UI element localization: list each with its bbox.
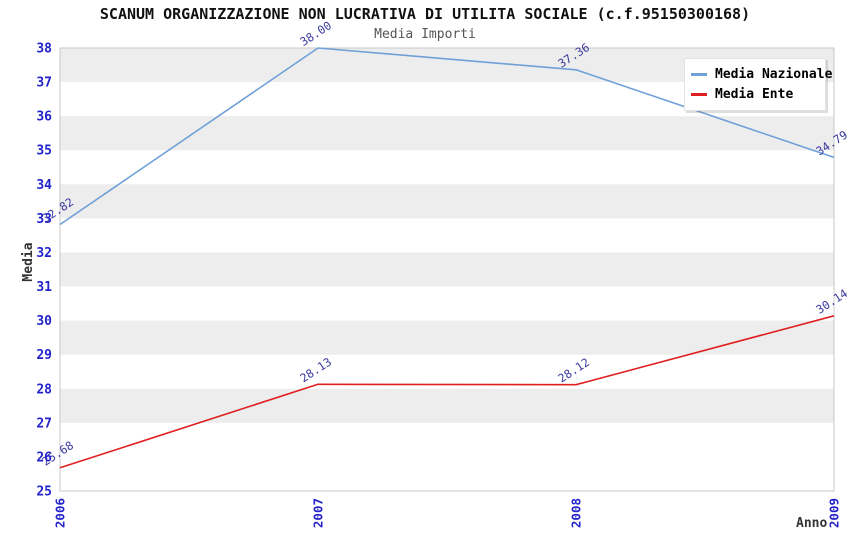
y-tick-label: 28 (36, 382, 52, 397)
legend-box: Media Nazionale Media Ente (684, 58, 832, 111)
media-nazionale-line-swatch (691, 72, 707, 76)
y-tick-label: 30 (36, 314, 52, 329)
y-axis-title: Media (21, 242, 36, 282)
y-tick-label: 27 (36, 416, 52, 431)
point-label: 28.13 (297, 355, 334, 386)
media-ente-line-swatch (691, 92, 707, 96)
y-tick-label: 29 (36, 348, 52, 363)
series-line-media-ente (59, 315, 835, 469)
y-tick-label: 31 (36, 280, 52, 295)
y-tick-label: 25 (36, 485, 52, 500)
plot-border (59, 47, 835, 492)
legend-item-media-nazionale: Media Nazionale (691, 64, 832, 84)
grid-band (60, 116, 834, 151)
y-tick-label: 34 (36, 178, 52, 193)
x-tick-label: 2006 (53, 498, 68, 528)
y-tick-label: 37 (36, 76, 52, 91)
y-tick-label: 36 (36, 110, 52, 125)
grid-band (60, 320, 834, 355)
y-tick-label: 26 (36, 450, 52, 465)
x-tick-label: 2009 (827, 498, 842, 528)
grid-band (60, 252, 834, 287)
point-label: 38.00 (297, 18, 334, 49)
chart-subtitle: Media Importi (374, 27, 476, 42)
y-tick-label: 32 (36, 246, 52, 261)
x-tick-label: 2007 (311, 498, 326, 528)
x-tick-label: 2008 (569, 498, 584, 528)
series-line-media-nazionale (59, 47, 835, 226)
point-label: 30.14 (813, 286, 850, 317)
grid-band (60, 184, 834, 219)
legend-label: Media Ente (715, 86, 794, 102)
chart-title: SCANUM ORGANIZZAZIONE NON LUCRATIVA DI U… (99, 5, 751, 23)
x-axis-title: Anno (796, 516, 828, 531)
grid-band (60, 388, 834, 423)
legend-item-media-ente: Media Ente (691, 84, 821, 104)
y-tick-label: 33 (36, 212, 52, 227)
legend-label: Media Nazionale (715, 66, 833, 82)
point-label: 28.12 (555, 355, 592, 386)
y-tick-label: 35 (36, 144, 52, 159)
y-tick-label: 38 (36, 42, 52, 57)
